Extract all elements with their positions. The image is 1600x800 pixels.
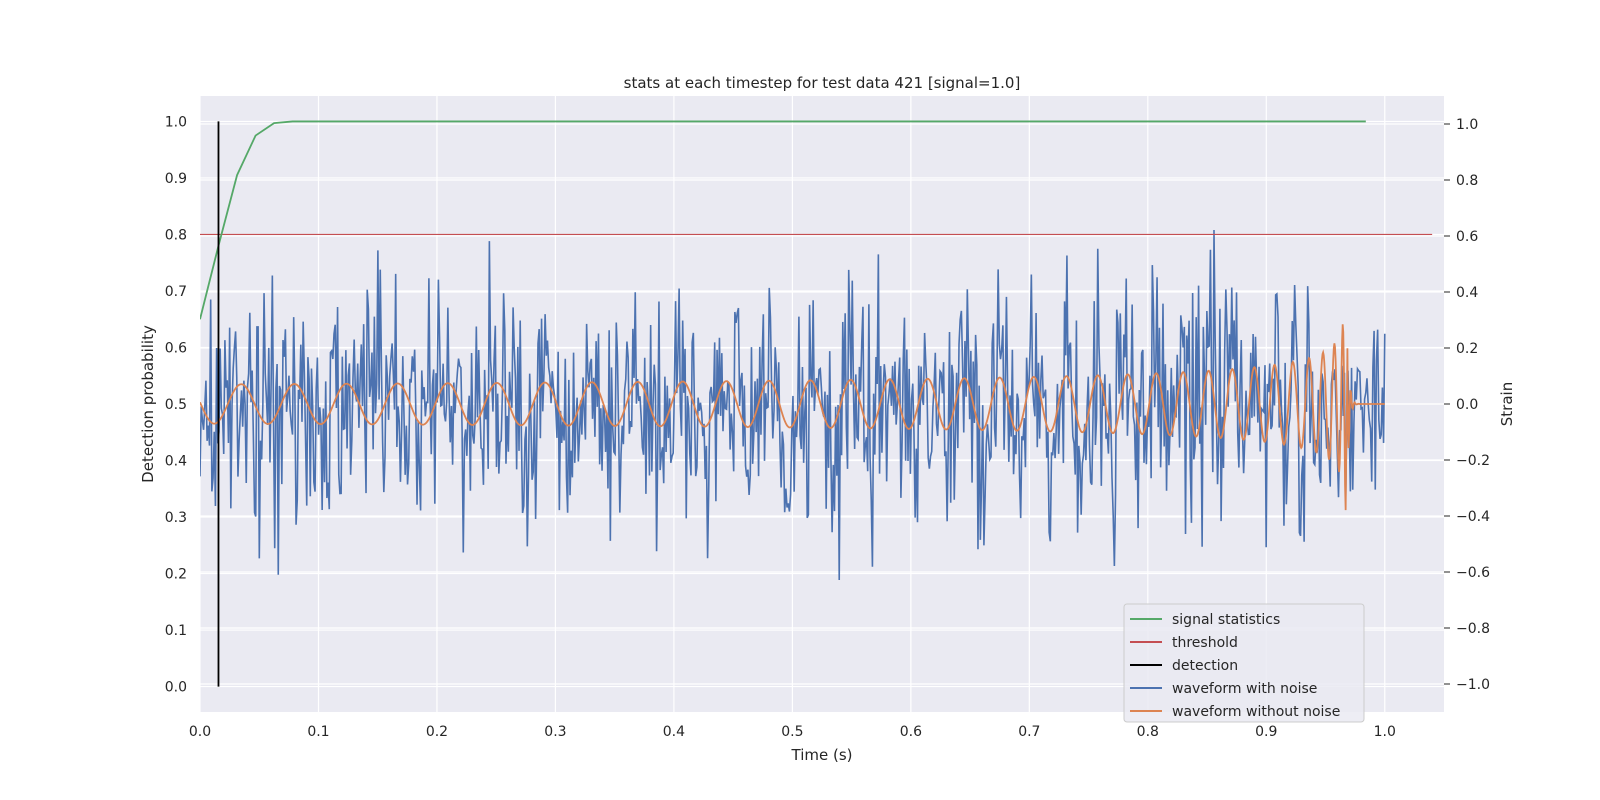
chart-title: stats at each timestep for test data 421… — [624, 74, 1021, 92]
x-tick-label: 0.7 — [1018, 724, 1040, 740]
waveform-with-noise-line — [200, 229, 1386, 581]
x-tick-label: 0.1 — [307, 724, 329, 740]
y-left-tick-label: 0.0 — [165, 680, 187, 696]
y-right-tick-label: −0.4 — [1456, 509, 1490, 525]
x-tick-label: 0.9 — [1255, 724, 1277, 740]
y-axis-label-right: Strain — [1498, 382, 1516, 426]
waveform-without-noise-line — [200, 324, 1385, 511]
y-right-tick-label: −0.6 — [1456, 565, 1490, 581]
y-left-tick-label: 0.8 — [165, 227, 187, 243]
x-tick-label: 0.3 — [544, 724, 566, 740]
y-left-tick-label: 0.9 — [165, 171, 187, 187]
legend-label-threshold: threshold — [1172, 635, 1238, 651]
y-right-tick-label: 0.2 — [1456, 341, 1478, 357]
x-tick-label: 0.2 — [426, 724, 448, 740]
y-left-tick-label: 0.4 — [165, 454, 187, 470]
y-axis-label-left: Detection probability — [139, 325, 157, 483]
x-tick-label: 0.5 — [781, 724, 803, 740]
y-right-tick-label: 1.0 — [1456, 117, 1478, 133]
x-tick-label: 0.8 — [1137, 724, 1159, 740]
y-right-tick-label: 0.4 — [1456, 285, 1478, 301]
y-right-tick-label: −0.8 — [1456, 621, 1490, 637]
y-left-tick-label: 0.7 — [165, 284, 187, 300]
legend: signal statistics threshold detection wavef… — [1123, 603, 1365, 723]
y-left-tick-label: 0.1 — [165, 623, 187, 639]
y-left-tick-label: 0.6 — [165, 340, 187, 356]
y-left-tick-label: 1.0 — [165, 114, 187, 130]
x-axis-label: Time (s) — [791, 746, 853, 764]
ticks: 0.0 0.1 0.2 0.3 0.4 0.5 0.6 0.7 0.8 0.9 1.0 0.0 0.1 0… — [165, 114, 1490, 740]
legend-box — [1123, 603, 1365, 723]
y-right-tick-label: −0.2 — [1456, 453, 1490, 469]
legend-label-waveform-without-noise: waveform without noise — [1172, 704, 1340, 720]
legend-label-waveform-with-noise: waveform with noise — [1172, 681, 1317, 697]
y-right-tick-label: 0.0 — [1456, 397, 1478, 413]
legend-label-signal-statistics: signal statistics — [1172, 612, 1280, 628]
x-tick-label: 0.4 — [663, 724, 685, 740]
x-tick-label: 0.6 — [900, 724, 922, 740]
y-right-tick-label: −1.0 — [1456, 677, 1490, 693]
y-right-tick-label: 0.8 — [1456, 173, 1478, 189]
signal-statistics-line — [200, 120, 1366, 320]
y-right-tick-label: 0.6 — [1456, 229, 1478, 245]
y-left-tick-label: 0.3 — [165, 510, 187, 526]
x-tick-label: 1.0 — [1374, 724, 1396, 740]
series-layer — [200, 120, 1433, 687]
x-tick-label: 0.0 — [189, 724, 211, 740]
y-left-tick-label: 0.2 — [165, 567, 187, 583]
y-left-tick-label: 0.5 — [165, 397, 187, 413]
legend-label-detection: detection — [1172, 658, 1238, 674]
